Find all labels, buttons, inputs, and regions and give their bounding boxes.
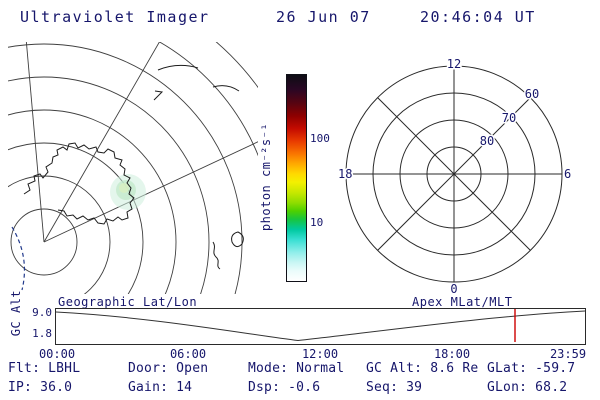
status-gain: Gain: 14	[128, 380, 193, 395]
alt-ytick-top: 9.0	[32, 306, 52, 319]
colorbar-label: photon cm⁻²s⁻¹	[259, 122, 273, 232]
status-ip: IP: 36.0	[8, 380, 73, 395]
mlat-ring-label-60: 60	[525, 87, 539, 101]
geo-grid	[8, 42, 258, 294]
terminator-line	[11, 226, 26, 291]
colorbar	[286, 74, 307, 282]
status-glon: GLon: 68.2	[487, 380, 568, 395]
header-time: 20:46:04 UT	[420, 8, 536, 26]
altitude-curve	[56, 310, 585, 342]
colorbar-tick-10: 10	[310, 216, 324, 229]
alt-xtick-0600: 06:00	[169, 347, 207, 361]
alt-xtick-1800: 18:00	[433, 347, 471, 361]
polar-caption: Apex MLat/MLT	[412, 295, 513, 309]
status-gc-alt: GC Alt: 8.6 Re	[366, 361, 479, 376]
mlat-ring-label-70: 70	[502, 111, 516, 125]
map-caption: Geographic Lat/Lon	[58, 295, 198, 309]
status-mode: Mode: Normal	[248, 361, 345, 376]
mlt-label-0: 0	[450, 282, 457, 296]
apex-polar-plot: 12 0 18 6 60 70 80	[338, 56, 573, 297]
mlt-label-12: 12	[447, 57, 461, 71]
alt-xtick-1200: 12:00	[301, 347, 339, 361]
status-glat: GLat: -59.7	[487, 361, 576, 376]
alt-xtick-0000: 00:00	[38, 347, 76, 361]
header-date: 26 Jun 07	[276, 8, 371, 26]
status-flt: Flt: LBHL	[8, 361, 81, 376]
trajectory-arrow-icon	[153, 90, 164, 101]
mlt-grid	[345, 65, 563, 283]
status-seq: Seq: 39	[366, 380, 423, 395]
aurora-emission-patch	[110, 174, 146, 210]
mlat-ring-label-80: 80	[480, 134, 494, 148]
alt-xtick-2359: 23:59	[549, 347, 587, 361]
coastline	[23, 64, 244, 270]
app-title: Ultraviolet Imager	[20, 8, 210, 26]
alt-ytick-bottom: 1.8	[32, 327, 52, 340]
mlt-label-18: 18	[338, 167, 352, 181]
geographic-map-plot	[8, 42, 258, 294]
orbit-altitude-plot	[55, 308, 586, 345]
status-dsp: Dsp: -0.6	[248, 380, 321, 395]
status-door: Door: Open	[128, 361, 209, 376]
mlt-label-6: 6	[564, 167, 571, 181]
colorbar-tick-100: 100	[310, 132, 330, 145]
